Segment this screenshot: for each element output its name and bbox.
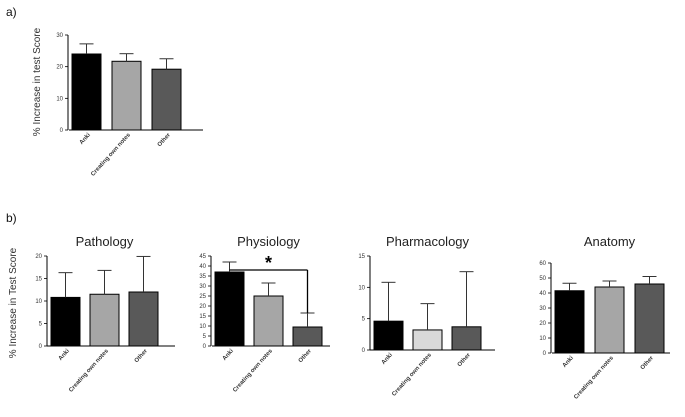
chart-panel-2: Physiology 0 5 10 15 20 25 30 35 40 45 AnkiCreating… (199, 234, 330, 394)
category-label: Creating own notes (90, 132, 132, 178)
y-tick-label: 30 (199, 284, 206, 290)
y-axis-label-a: % Increase in test Score (32, 27, 43, 136)
y-tick-label: 40 (199, 264, 206, 270)
bar-anki (71, 53, 102, 131)
y-tick-label: 10 (539, 336, 546, 342)
chart-title: Physiology (237, 234, 300, 249)
y-tick-label: 40 (539, 291, 546, 297)
y-tick-label: 50 (539, 276, 546, 282)
bar-other (292, 326, 323, 347)
bar-creating-own-notes (89, 293, 120, 347)
bar-other (634, 283, 665, 354)
y-tick-label: 5 (362, 317, 366, 323)
y-tick-label: 0 (362, 348, 366, 354)
y-tick-label: 45 (199, 254, 206, 260)
y-tick-label: 20 (56, 65, 63, 71)
y-tick-label: 0 (60, 128, 64, 134)
category-label: Anki (562, 355, 575, 369)
chart-title: Pathology (76, 234, 134, 249)
bar-other (451, 326, 482, 351)
y-tick-label: 0 (543, 351, 547, 357)
category-label: Other (640, 355, 656, 371)
significance-star: * (265, 253, 272, 273)
category-label: Creating own notes (391, 352, 433, 398)
bar-creating-own-notes (594, 286, 625, 354)
bar-anki (554, 290, 585, 354)
y-tick-label: 10 (56, 96, 63, 102)
bar-anki (214, 271, 245, 347)
category-label: Creating own notes (68, 348, 110, 394)
category-label: Creating own notes (573, 355, 615, 401)
bar-creating-own-notes (111, 60, 142, 131)
category-label: Creating own notes (232, 348, 274, 394)
y-tick-label: 20 (539, 321, 546, 327)
y-tick-label: 10 (199, 324, 206, 330)
bar-anki (373, 320, 404, 351)
category-label: Other (134, 348, 150, 364)
y-tick-label: 15 (35, 277, 42, 283)
y-tick-label: 0 (203, 344, 207, 350)
y-tick-label: 20 (35, 254, 42, 260)
y-axis-label-b: % Increase in Test Score (8, 247, 19, 358)
y-tick-label: 25 (199, 294, 206, 300)
y-tick-label: 30 (56, 33, 63, 39)
y-tick-label: 20 (199, 304, 206, 310)
y-tick-label: 10 (35, 299, 42, 305)
y-tick-label: 5 (39, 322, 43, 328)
y-tick-label: 10 (358, 285, 365, 291)
y-tick-label: 15 (199, 314, 206, 320)
y-tick-label: 60 (539, 261, 546, 267)
category-label: Other (157, 132, 173, 148)
category-label: Anki (381, 352, 394, 366)
panel-label-a: a) (6, 5, 17, 19)
bar-other (128, 291, 159, 347)
bar-other (151, 68, 182, 131)
chart-title: Pharmacology (386, 234, 470, 249)
panel-label-b: b) (6, 211, 17, 225)
category-label: Anki (79, 132, 92, 146)
y-tick-label: 5 (203, 334, 207, 340)
y-tick-label: 30 (539, 306, 546, 312)
category-label: Anki (58, 348, 71, 362)
chart-title: Anatomy (584, 234, 636, 249)
category-label: Other (457, 352, 473, 368)
bar-creating-own-notes (412, 329, 443, 351)
y-tick-label: 35 (199, 274, 206, 280)
y-tick-label: 15 (358, 254, 365, 260)
category-label: Anki (222, 348, 235, 362)
bar-anki (50, 296, 81, 347)
bar-creating-own-notes (253, 295, 284, 347)
y-tick-label: 0 (39, 344, 43, 350)
category-label: Other (298, 348, 314, 364)
